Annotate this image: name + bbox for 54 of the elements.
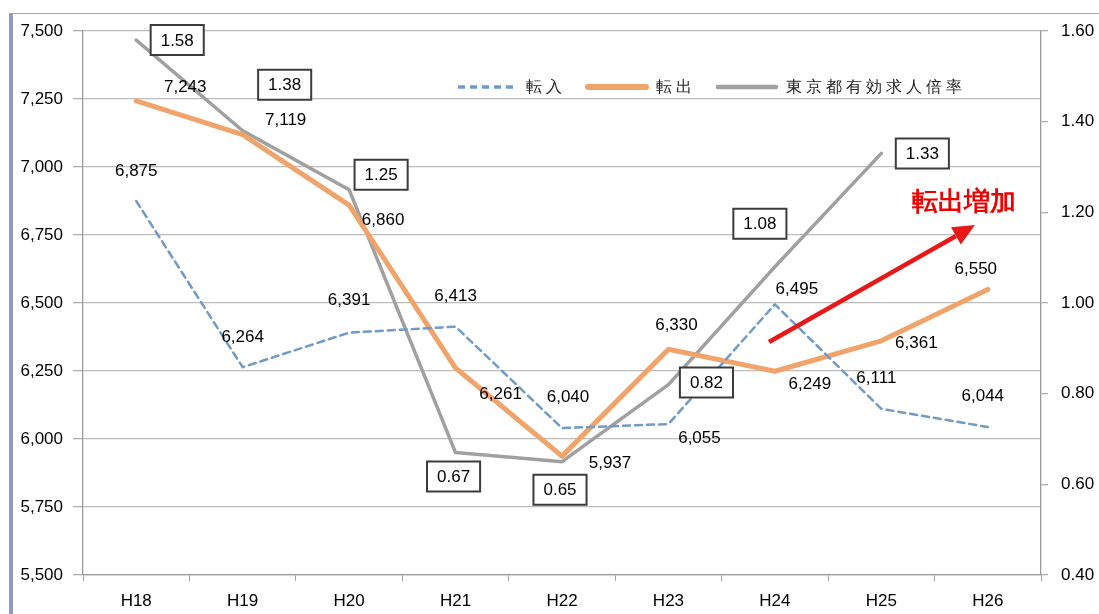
- y-tick-label: 6,750: [20, 224, 63, 244]
- data-label: 6,264: [221, 326, 264, 346]
- data-label: 1.38: [268, 75, 302, 95]
- y-tick-label: 7,500: [20, 20, 63, 40]
- data-label: 6,495: [775, 279, 819, 299]
- x-tick-label: H24: [759, 590, 791, 610]
- y-tick-label: 6,500: [20, 292, 63, 312]
- data-label: 6,055: [678, 427, 721, 447]
- data-label: 1.25: [364, 165, 398, 185]
- x-tick-label: H22: [546, 590, 578, 610]
- data-label: 1.08: [743, 214, 777, 234]
- y-tick-label: 7,250: [20, 88, 63, 108]
- y-tick-label: 6,250: [20, 360, 63, 380]
- annotation: 転出増加: [912, 186, 1016, 217]
- x-tick-label: H19: [227, 590, 259, 610]
- data-label: 6,413: [434, 286, 477, 306]
- y-tick-label: 7,000: [20, 156, 63, 176]
- data-label: 6,860: [361, 209, 405, 229]
- y2-tick-label: 1.20: [1061, 202, 1095, 222]
- data-label: 5,937: [588, 452, 632, 472]
- data-label: 6,550: [954, 259, 998, 279]
- y2-tick-label: 1.40: [1061, 111, 1095, 131]
- data-label: 1.33: [905, 144, 939, 164]
- x-tick-label: H18: [120, 590, 152, 610]
- y-tick-label: 6,000: [20, 428, 63, 448]
- x-tick-label: H26: [972, 590, 1004, 610]
- data-label: 6,875: [114, 160, 158, 180]
- y2-tick-label: 0.80: [1061, 383, 1095, 403]
- data-label: 6,249: [788, 373, 832, 393]
- data-label: 1.58: [160, 30, 194, 50]
- data-label: 7,243: [163, 76, 207, 96]
- y2-tick-label: 0.40: [1061, 564, 1095, 584]
- data-label: 6,044: [961, 385, 1005, 405]
- data-label: 0.65: [543, 480, 577, 500]
- data-label: 7,119: [265, 110, 307, 130]
- x-tick-label: H20: [333, 590, 365, 610]
- y-tick-label: 5,500: [20, 564, 63, 584]
- legend-label: 転出: [656, 78, 696, 96]
- x-tick-label: H21: [439, 590, 472, 610]
- y-tick-label: 5,750: [20, 496, 63, 516]
- legend-label: 転入: [526, 78, 566, 96]
- x-tick-label: H23: [652, 590, 685, 610]
- data-label: 6,111: [856, 368, 897, 388]
- data-label: 6,361: [895, 333, 938, 353]
- legend-label: 東京都有効求人倍率: [786, 78, 966, 96]
- data-label: 0.82: [689, 373, 723, 393]
- y2-tick-label: 1.00: [1061, 292, 1095, 312]
- data-label: 6,330: [655, 314, 698, 334]
- data-label: 0.67: [437, 467, 471, 487]
- y2-tick-label: 0.60: [1061, 474, 1095, 494]
- y2-tick-label: 1.60: [1061, 20, 1095, 40]
- x-tick-label: H25: [865, 590, 897, 610]
- data-label: 6,391: [327, 290, 371, 310]
- data-label: 6,040: [546, 386, 590, 406]
